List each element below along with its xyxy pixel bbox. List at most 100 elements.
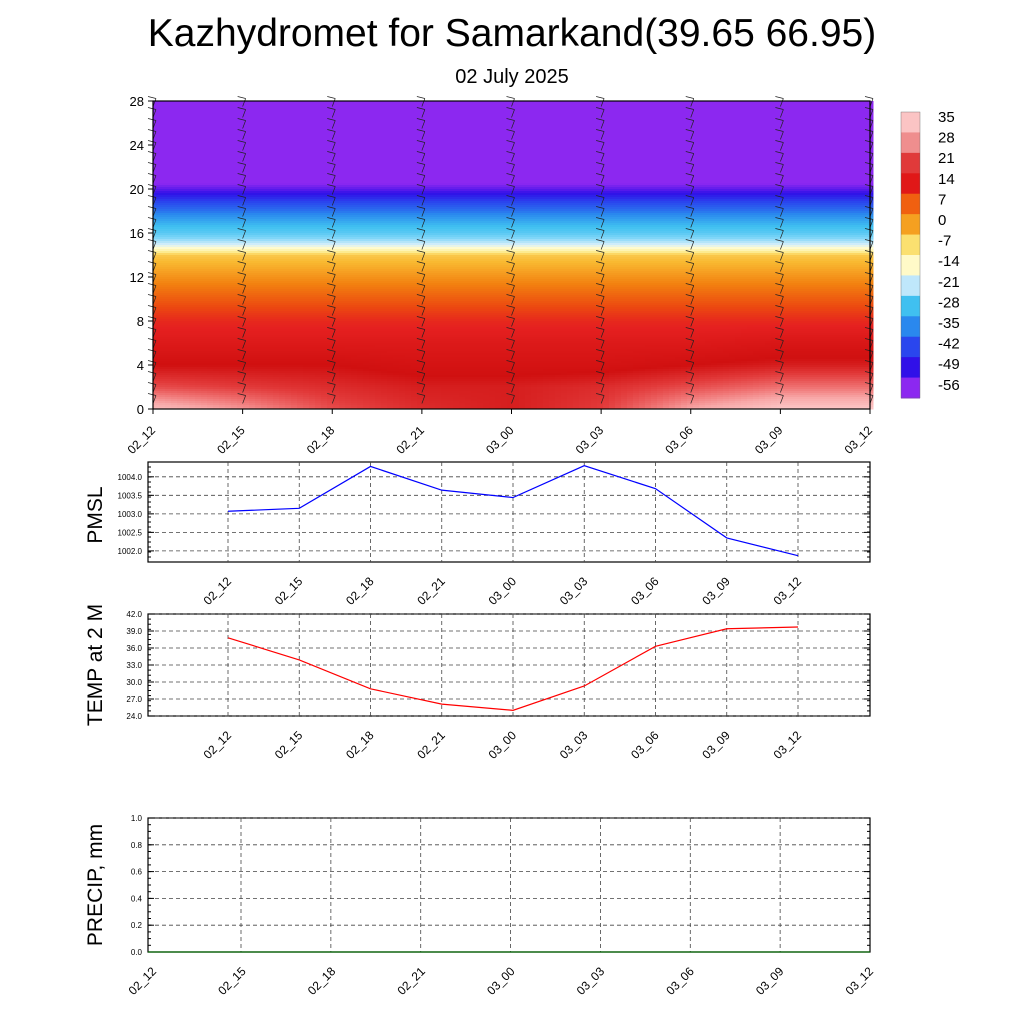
section-cell: [255, 145, 262, 148]
section-cell: [153, 213, 160, 216]
section-cell: [249, 249, 256, 252]
section-cell: [219, 363, 226, 366]
section-cell: [267, 329, 274, 332]
section-cell: [195, 171, 202, 174]
section-cell: [249, 147, 256, 150]
section-cell: [303, 219, 310, 222]
section-cell: [195, 157, 202, 160]
section-cell: [153, 195, 160, 198]
section-cell: [219, 227, 226, 230]
section-cell: [273, 137, 280, 140]
section-cell: [171, 231, 178, 234]
section-cell: [159, 127, 166, 130]
section-cell: [303, 225, 310, 228]
section-cell: [279, 309, 286, 312]
section-cell: [279, 217, 286, 220]
section-cell: [213, 147, 220, 150]
section-cell: [231, 311, 238, 314]
section-cell: [177, 365, 184, 368]
section-cell: [309, 345, 316, 348]
section-cell: [207, 393, 214, 396]
section-cell: [297, 175, 304, 178]
section-cell: [255, 217, 262, 220]
section-cell: [279, 103, 286, 106]
section-cell: [291, 199, 298, 202]
section-cell: [291, 217, 298, 220]
section-cell: [195, 245, 202, 248]
section-cell: [285, 355, 292, 358]
section-cell: [195, 217, 202, 220]
section-cell: [255, 405, 262, 408]
section-cell: [201, 217, 208, 220]
section-cell: [231, 165, 238, 168]
section-cell: [297, 305, 304, 308]
section-cell: [231, 371, 238, 374]
section-cell: [213, 217, 220, 220]
section-cell: [285, 195, 292, 198]
section-cell: [267, 199, 274, 202]
section-cell: [171, 153, 178, 156]
section-cell: [207, 185, 214, 188]
section-cell: [291, 293, 298, 296]
section-cell: [153, 339, 160, 342]
section-cell: [255, 181, 262, 184]
section-cell: [219, 219, 226, 222]
section-cell: [267, 225, 274, 228]
section-cell: [321, 185, 328, 188]
section-cell: [279, 225, 286, 228]
section-cell: [153, 263, 160, 266]
section-cell: [273, 179, 280, 182]
section-cell: [315, 283, 322, 286]
section-cell: [267, 297, 274, 300]
section-cell: [297, 307, 304, 310]
section-cell: [303, 273, 310, 276]
section-cell: [201, 169, 208, 172]
section-cell: [171, 253, 178, 256]
section-cell: [315, 293, 322, 296]
section-cell: [195, 249, 202, 252]
section-cell: [153, 209, 160, 212]
section-cell: [189, 395, 196, 398]
section-cell: [285, 367, 292, 370]
section-cell: [153, 241, 160, 244]
section-cell: [285, 311, 292, 314]
section-cell: [273, 163, 280, 166]
section-cell: [243, 107, 250, 110]
section-cell: [267, 371, 274, 374]
section-cell: [195, 101, 202, 104]
section-cell: [273, 167, 280, 170]
section-cell: [303, 271, 310, 274]
section-cell: [153, 127, 160, 130]
section-cell: [285, 281, 292, 284]
section-cell: [243, 269, 250, 272]
section-cell: [315, 159, 322, 162]
section-cell: [315, 359, 322, 362]
section-cell: [219, 159, 226, 162]
section-cell: [183, 371, 190, 374]
section-cell: [255, 133, 262, 136]
section-cell: [171, 101, 178, 104]
section-cell: [249, 215, 256, 218]
section-cell: [201, 229, 208, 232]
section-cell: [213, 369, 220, 372]
section-cell: [315, 121, 322, 124]
section-cell: [213, 333, 220, 336]
section-cell: [303, 215, 310, 218]
section-cell: [171, 297, 178, 300]
section-cell: [171, 357, 178, 360]
section-cell: [207, 355, 214, 358]
section-cell: [183, 181, 190, 184]
section-cell: [159, 121, 166, 124]
section-cell: [195, 183, 202, 186]
section-cell: [207, 341, 214, 344]
section-cell: [249, 135, 256, 138]
section-cell: [279, 159, 286, 162]
section-cell: [165, 107, 172, 110]
section-cell: [255, 127, 262, 130]
section-cell: [309, 281, 316, 284]
section-cell: [165, 295, 172, 298]
section-cell: [315, 257, 322, 260]
section-cell: [225, 357, 232, 360]
section-cell: [213, 131, 220, 134]
section-cell: [261, 105, 268, 108]
